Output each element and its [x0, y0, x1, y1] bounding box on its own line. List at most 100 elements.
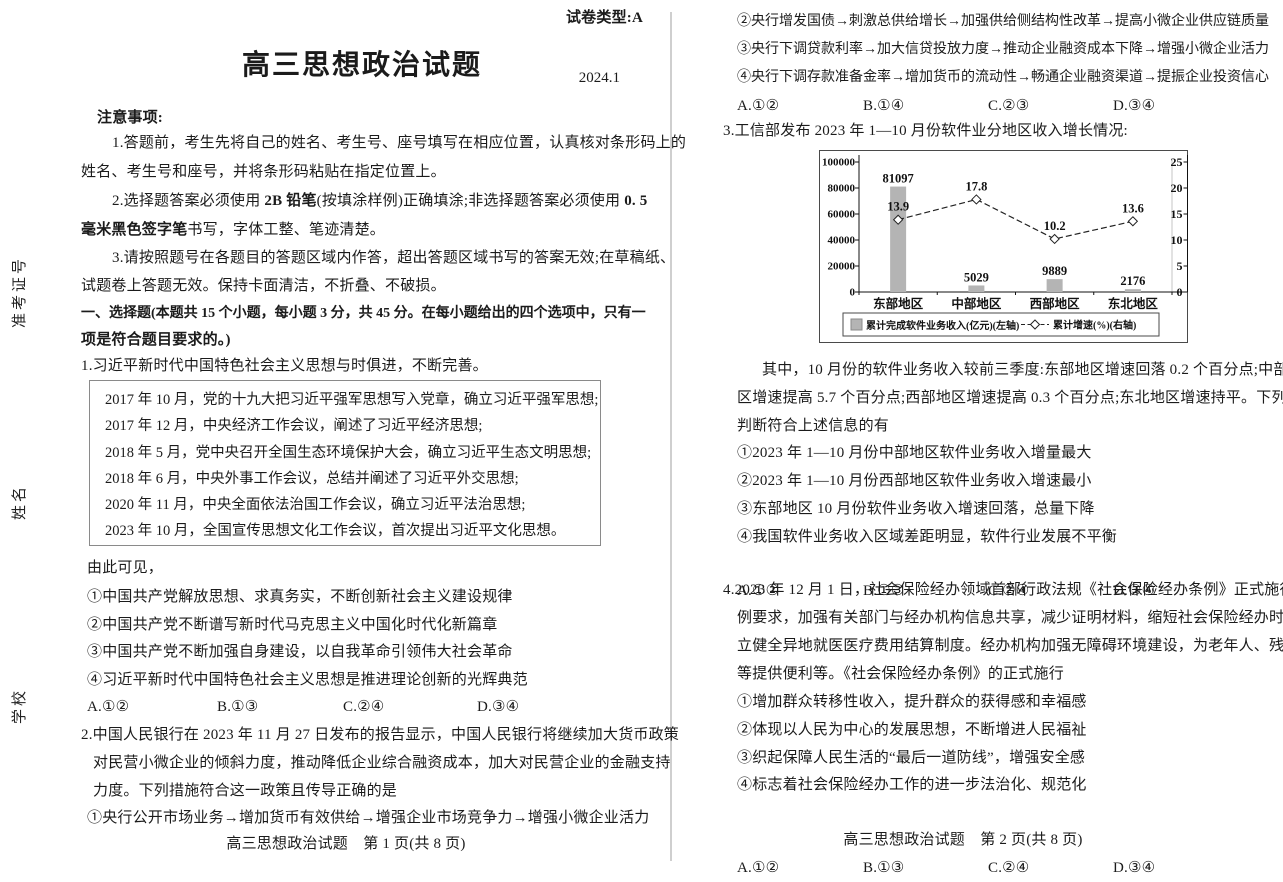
notice-line-1a: 1.答题前，考生先将自己的姓名、考生号、座号填写在相应位置，认真核对条形码上的 [112, 135, 687, 151]
svg-text:17.8: 17.8 [965, 179, 987, 193]
page-1: 试卷类型:A 高三思想政治试题 2024.1 注意事项: 1.答题前，考生先将自… [81, 0, 687, 861]
svg-text:西部地区: 西部地区 [1030, 296, 1081, 311]
svg-text:13.9: 13.9 [887, 200, 909, 214]
q1-answer-row: A.①② B.①③ C.②④ D.③④ [81, 693, 643, 721]
q3-combo-chart: 0 20000 40000 60000 80000 100000 0 5 10 15 20 25 13.… [819, 150, 1188, 343]
q2-answer-b: B.①④ [863, 98, 905, 114]
q3-analysis-line-1: 其中，10 月份的软件业务收入较前三季度:东部地区增速回落 0.2 个百分点;中… [762, 362, 1283, 378]
svg-text:10.2: 10.2 [1044, 219, 1066, 233]
svg-text:15: 15 [1171, 207, 1183, 221]
q1-box-line: 2017 年 12 月，中央经济工作会议，阐述了习近平经济思想; [105, 418, 483, 435]
page2-footer: 高三思想政治试题 第 2 页(共 8 页) [843, 832, 1083, 848]
notice-line-1b: 姓名、考生号和座号，并将条形码粘贴在指定位置上。 [81, 164, 446, 180]
q3-analysis-line-3: 判断符合上述信息的有 [737, 418, 890, 434]
seal-label-exam-number: 准考证号 [12, 256, 28, 329]
q1-lead: 由此可见， [87, 560, 164, 576]
svg-text:9889: 9889 [1042, 264, 1067, 278]
q4-stem-line-3: 立健全异地就医医疗费用结算制度。经办机构加强无障碍环境建设，为老年人、残疾人 [737, 638, 1283, 654]
svg-text:13.6: 13.6 [1122, 201, 1144, 215]
svg-text:81097: 81097 [883, 172, 914, 186]
q3-option-4: ④我国软件业务收入区域差距明显，软件行业发展不平衡 [737, 529, 1118, 545]
q2-stem-line-1: 2.中国人民银行在 2023 年 11 月 27 日发布的报告显示，中国人民银行… [81, 727, 679, 743]
q4-option-4: ④标志着社会保险经办工作的进一步法治化、规范化 [737, 777, 1087, 793]
notice-2a-text-mid: (按填涂样例)正确填涂;非选择题答案必须使用 [316, 193, 625, 209]
svg-text:2176: 2176 [1120, 274, 1145, 288]
notice-title: 注意事项: [97, 110, 163, 126]
q1-box-line: 2018 年 5 月，党中央召开全国生态环境保护大会，确立习近平生态文明思想; [105, 444, 592, 461]
seal-label-school: 学校 [12, 688, 28, 725]
q3-answer-b: B.①③ [863, 583, 905, 599]
notice-2a-bold-05: 0. 5 [624, 193, 648, 209]
notice-line-2b: 毫米黑色签字笔书写，字体工整、笔迹清楚。 [81, 216, 643, 244]
q2-answer-c: C.②③ [988, 98, 1030, 114]
q1-option-3: ③中国共产党不断加强自身建设，以自我革命引领伟大社会革命 [87, 644, 513, 660]
q1-answer-d: D.③④ [477, 699, 520, 715]
page-2: ②央行增发国债→刺激总供给增长→加强供给侧结构性改革→提高小微企业供应链质量 ③… [723, 0, 1283, 876]
seal-label-name: 姓名 [12, 484, 28, 521]
svg-text:5: 5 [1177, 259, 1183, 273]
q1-option-2: ②中国共产党不断谱写新时代马克思主义中国化时代化新篇章 [87, 617, 498, 633]
q1-answer-a: A.①② [87, 699, 130, 715]
svg-text:5029: 5029 [964, 270, 989, 284]
svg-text:20: 20 [1171, 181, 1183, 195]
svg-text:60000: 60000 [828, 209, 856, 221]
paper-type-label: 试卷类型:A [565, 10, 643, 26]
q2-option-3: ③央行下调贷款利率→加大信贷投放力度→推动企业融资成本下降→增强小微企业活力 [737, 42, 1269, 57]
q1-answer-c: C.②④ [343, 699, 385, 715]
q3-option-3: ③东部地区 10 月份软件业务收入增速回落，总量下降 [737, 501, 1095, 517]
svg-text:100000: 100000 [822, 157, 856, 169]
svg-text:0: 0 [1177, 285, 1183, 299]
notice-line-3b: 试题卷上答题无效。保持卡面清洁，不折叠、不破损。 [81, 278, 446, 294]
page1-footer: 高三思想政治试题 第 1 页(共 8 页) [226, 836, 466, 852]
q4-stem-line-2: 例要求，加强有关部门与经办机构信息共享，减少证明材料，缩短社会保险经办时限，建 [737, 610, 1283, 626]
q3-answer-c: C.②④ [988, 583, 1030, 599]
q2-option-2: ②央行增发国债→刺激总供给增长→加强供给侧结构性改革→提高小微企业供应链质量 [737, 14, 1269, 29]
q1-box-line: 2023 年 10 月，全国宣传思想文化工作会议，首次提出习近平文化思想。 [105, 523, 566, 540]
q4-option-1: ①增加群众转移性收入，提升群众的获得感和幸福感 [737, 694, 1087, 710]
q4-stem-line-4: 等提供便利等。《社会保险经办条例》的正式施行 [737, 666, 1064, 682]
notice-line-2a: 2.选择题答案必须使用 2B 铅笔(按填涂样例)正确填涂;非选择题答案必须使用 … [81, 187, 647, 215]
q4-stem-line-1: 4.2023 年 12 月 1 日，社会保险经办领域首部行政法规《社会保险经办条… [723, 582, 1283, 598]
svg-text:80000: 80000 [828, 183, 856, 195]
q3-option-1: ①2023 年 1—10 月份中部地区软件业务收入增量最大 [737, 445, 1092, 461]
q2-option-1: ①央行公开市场业务→增加货币有效供给→增强企业市场竞争力→增强小微企业活力 [87, 810, 650, 826]
q2-answer-a: A.①② [737, 98, 780, 114]
q2-option-4: ④央行下调存款准备金率→增加货币的流动性→畅通企业融资渠道→提振企业投资信心 [737, 70, 1269, 85]
q4-answer-row: A.①② B.①③ C.②④ D.③④ [723, 854, 1280, 882]
svg-text:东部地区: 东部地区 [873, 296, 924, 311]
notice-2b-text: 书写，字体工整、笔迹清楚。 [187, 222, 386, 238]
section-header-line-1: 一、选择题(本题共 15 个小题，每小题 3 分，共 45 分。在每小题给出的四… [81, 306, 646, 321]
svg-text:中部地区: 中部地区 [951, 296, 1002, 311]
q1-box-line: 2018 年 6 月，中央外事工作会议，总结并阐述了习近平外交思想; [105, 470, 519, 487]
q1-option-1: ①中国共产党解放思想、求真务实，不断创新社会主义建设规律 [87, 589, 513, 605]
svg-text:10: 10 [1171, 233, 1183, 247]
q4-answer-a: A.①② [737, 860, 780, 876]
q3-stem: 3.工信部发布 2023 年 1—10 月份软件业分地区收入增长情况: [723, 123, 1128, 139]
q3-answer-a: A.①② [737, 583, 780, 599]
svg-text:25: 25 [1171, 155, 1183, 169]
page-title: 高三思想政治试题 [241, 50, 482, 81]
q3-answer-row: A.①② B.①③ C.②④ D.③④ [723, 577, 1280, 605]
q4-option-3: ③织起保障人民生活的“最后一道防线”，增强安全感 [737, 750, 1086, 766]
section-header-line-2: 项是符合题目要求的。) [81, 332, 231, 348]
svg-text:累计增速(%)(右轴): 累计增速(%)(右轴) [1053, 319, 1136, 332]
notice-2a-bold-pencil: 2B 铅笔 [264, 193, 317, 209]
q1-option-4: ④习近平新时代中国特色社会主义思想是推进理论创新的光辉典范 [87, 672, 528, 688]
notice-line-3a: 3.请按照题号在各题目的答题区域内作答，超出答题区域书写的答案无效;在草稿纸、 [112, 250, 676, 266]
q3-answer-d: D.③④ [1113, 583, 1156, 599]
svg-text:东北地区: 东北地区 [1108, 296, 1159, 311]
q3-chart-area: 0 20000 40000 60000 80000 100000 0 5 10 15 20 25 13.… [819, 150, 1188, 343]
q4-answer-c: C.②④ [988, 860, 1030, 876]
q1-box-line: 2017 年 10 月，党的十九大把习近平强军思想写入党章，确立习近平强军思想; [105, 392, 599, 408]
exam-date: 2024.1 [578, 70, 620, 86]
svg-text:0: 0 [850, 287, 856, 299]
q3-option-2: ②2023 年 1—10 月份西部地区软件业务收入增速最小 [737, 473, 1092, 489]
svg-text:40000: 40000 [828, 235, 856, 247]
q4-answer-b: B.①③ [863, 860, 905, 876]
q4-answer-d: D.③④ [1113, 860, 1156, 876]
notice-2b-bold-pen: 毫米黑色签字笔 [81, 222, 188, 238]
page-divider-line [670, 12, 672, 861]
q2-answer-row: A.①② B.①④ C.②③ D.③④ [723, 92, 1280, 120]
q1-answer-b: B.①③ [217, 699, 259, 715]
q2-stem-line-3: 力度。下列措施符合这一政策且传导正确的是 [93, 783, 398, 799]
